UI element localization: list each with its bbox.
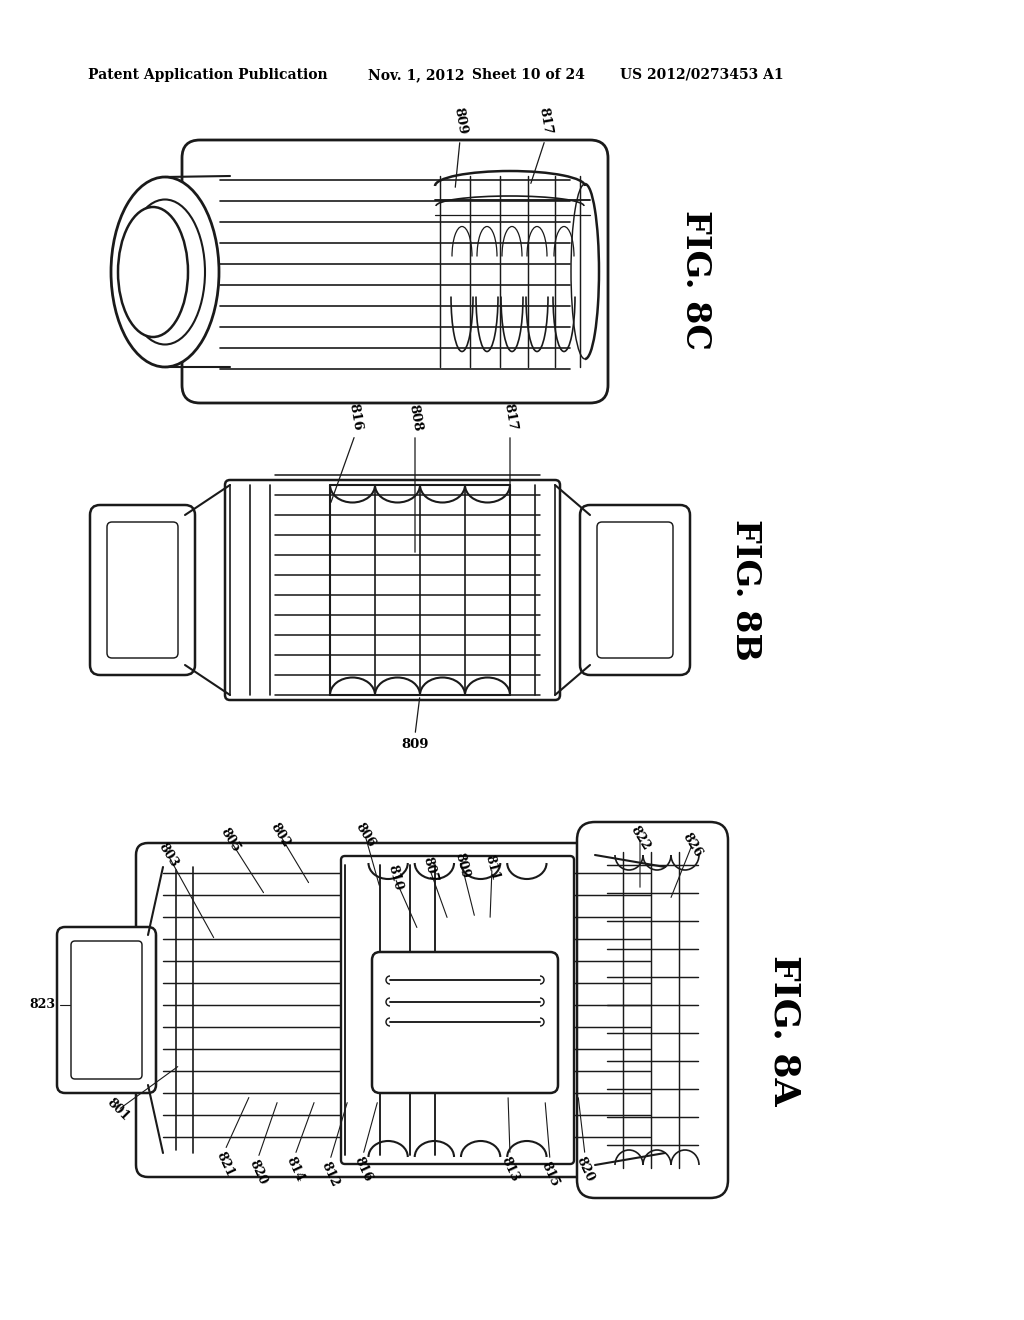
Text: 808: 808 [407, 403, 424, 432]
Text: 803: 803 [156, 841, 180, 870]
Text: 822: 822 [628, 824, 652, 853]
Text: US 2012/0273453 A1: US 2012/0273453 A1 [620, 69, 783, 82]
Text: Sheet 10 of 24: Sheet 10 of 24 [472, 69, 585, 82]
FancyBboxPatch shape [341, 855, 574, 1164]
FancyBboxPatch shape [372, 952, 558, 1093]
FancyBboxPatch shape [106, 521, 178, 657]
Text: 826: 826 [680, 830, 705, 859]
Text: 802: 802 [267, 821, 293, 850]
Ellipse shape [118, 207, 188, 337]
Text: Nov. 1, 2012: Nov. 1, 2012 [368, 69, 465, 82]
Text: 820: 820 [247, 1158, 269, 1187]
Text: 821: 821 [214, 1150, 237, 1179]
Ellipse shape [125, 199, 205, 345]
Text: 813: 813 [499, 1155, 521, 1184]
Text: 810: 810 [385, 863, 404, 892]
Ellipse shape [111, 177, 219, 367]
FancyBboxPatch shape [225, 480, 560, 700]
Text: 811: 811 [482, 854, 502, 882]
FancyBboxPatch shape [71, 941, 142, 1078]
Text: FIG. 8B: FIG. 8B [728, 519, 762, 661]
FancyBboxPatch shape [577, 822, 728, 1199]
Text: 814: 814 [284, 1155, 306, 1184]
Text: 823: 823 [29, 998, 55, 1011]
Text: 817: 817 [501, 403, 519, 432]
Text: 805: 805 [217, 825, 243, 854]
Text: 809: 809 [401, 738, 429, 751]
Text: 817: 817 [537, 107, 554, 136]
Text: 801: 801 [104, 1096, 132, 1123]
Text: 815: 815 [539, 1160, 561, 1189]
Text: FIG. 8A: FIG. 8A [768, 954, 802, 1105]
Text: 816: 816 [346, 403, 364, 432]
Text: 809: 809 [452, 107, 469, 136]
FancyBboxPatch shape [57, 927, 156, 1093]
Text: 816: 816 [351, 1155, 375, 1184]
Text: Patent Application Publication: Patent Application Publication [88, 69, 328, 82]
Text: 806: 806 [352, 821, 378, 850]
FancyBboxPatch shape [90, 506, 195, 675]
FancyBboxPatch shape [597, 521, 673, 657]
Text: 812: 812 [318, 1160, 341, 1189]
FancyBboxPatch shape [580, 506, 690, 675]
FancyBboxPatch shape [136, 843, 677, 1177]
Text: 809: 809 [453, 851, 472, 880]
FancyBboxPatch shape [182, 140, 608, 403]
Text: FIG. 8C: FIG. 8C [679, 210, 712, 350]
Text: 807: 807 [420, 855, 439, 884]
Text: 820: 820 [573, 1155, 596, 1184]
